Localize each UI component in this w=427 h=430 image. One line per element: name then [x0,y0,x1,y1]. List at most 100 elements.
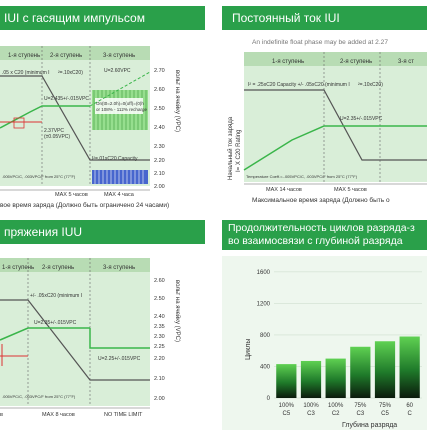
tl-pulse-note: On(t0=2.0h)=0(off)=(0)h [96,101,144,106]
tr-stage-1: 1-я ступень [272,59,304,65]
panel-iui-pulse: IUI с гасящим импульсом 1-я ступень 2-я … [0,0,210,215]
tl-footer: вое время заряда (Должно быть ограничено… [0,201,169,209]
panel-cycle-life-title-2: во взаимосвязи с глубиной разряда [228,235,403,247]
x-tick-sublabel: C [407,411,412,417]
tr-footer: Максимальное время заряда (Должно быть о [252,196,390,204]
x-tick-label: 100% [279,403,295,409]
bar-3 [350,346,371,398]
tl-ytick: 2.20 [154,158,165,164]
tr-voltage-note: U=2.35+/-.015VPC [340,116,383,122]
x-tick-sublabel: C3 [356,411,364,417]
bl-stage-2: 2-я ступень [42,265,74,271]
bar-4 [374,341,396,398]
x-tick-label: 75% [354,403,367,409]
iui-constant-chart: An indefinite float phase may be added a… [227,39,427,204]
tl-voltage-note-2: 2.37VPC [44,128,64,134]
iuu-chart: 1-я ступень 2-я ступень 3-я ступень +/- … [0,258,181,418]
tr-x-label-2: MAX 5 часов [334,187,367,193]
x-tick-label: 60 [406,403,413,409]
panel-iui-pulse-title: IUI с гасящим импульсом [4,11,145,25]
bar-5 [399,336,420,398]
bar-1 [300,360,322,398]
tl-stage-3: 3-я ступень [103,53,135,59]
tl-ytick: 2.50 [154,106,165,112]
panel-iuu-title: пряжения IUU [4,225,83,239]
bl-ytick: 2.25 [154,344,165,350]
cycle-life-chart: 0 400 800 1200 1600 100% C5 100% C3 100% C2 75% C3 75… [222,256,427,430]
tl-x-label-1: MAX 5 часов [55,192,88,198]
tl-ytick: 2.70 [154,68,165,74]
tl-final-current: I²=.01xC20 Capacity [92,156,138,162]
panel-iui-constant: Постоянный ток IUI An indefinite float p… [222,0,427,215]
bl-ytick: 2.35 [154,324,165,330]
bl-stage-1: 1-я ступень [2,265,34,271]
tr-temp-coeff: Temperature Coeff.=-.005VPC/C, .003VPC/F… [246,174,358,179]
panel-iui-pulse-header: IUI с гасящим импульсом [0,6,205,30]
bar-2 [325,358,346,398]
panel-cycle-life-header: Продолжительность циклов разряда-з во вз… [222,220,427,250]
tr-stage-3: 3-я ст [398,59,414,65]
panel-cycle-life: Продолжительность циклов разряда-з во вз… [222,220,427,430]
panel-iui-constant-header: Постоянный ток IUI [222,6,427,30]
tr-left-axis-1: Начальный ток заряда [227,116,234,180]
y-tick-label: 400 [260,364,271,370]
x-tick-sublabel: C5 [282,411,290,417]
panel-iui-constant-title: Постоянный ток IUI [232,11,340,25]
y-tick-label: 0 [267,396,271,402]
tr-current-note: I² = .25xC20 Capacity +/- .05xC20 (minim… [248,82,350,88]
iui-pulse-chart: 1-я ступень 2-я ступень 3-я ступень On(t… [0,46,181,209]
cycle-life-y-axis-label: Циклы [245,339,252,360]
tl-x-label-2: MAX 4 часа [104,192,135,198]
x-tick-sublabel: C3 [307,411,315,417]
tl-ytick: 2.40 [154,125,165,131]
bar-0 [276,364,297,398]
tl-ytick: 2.30 [154,144,165,150]
tl-stage-1: 1-я ступень [8,53,40,59]
tl-voltage-note-3: (±0.05VPC) [44,134,70,140]
tr-stage-2: 2-я ступень [340,59,372,65]
tr-left-axis-2: I= X C20 Rating [236,129,242,172]
panel-iuu: пряжения IUU 1-я ступень 2-я ступень 3-я… [0,220,210,430]
tl-ytick: 2.60 [154,87,165,93]
tl-current-note: .05 x C20 (minimum I [2,70,50,76]
tl-stage-2: 2-я ступень [50,53,82,59]
bl-x-label-1: MAX 8 часов [42,412,75,418]
bl-float-note: U=2.25+/-.015VPC [98,356,141,362]
panel-cycle-life-title-1: Продолжительность циклов разряда-з [228,222,415,234]
tl-top-voltage: U=2.60VPC [104,68,131,74]
y-tick-label: 800 [260,333,271,339]
tl-temp-coeff: .005VPC/C, .003VPC/F from 25°C (77°F) [2,174,76,179]
tl-pulse-note-2: or 108% - 112% recharge [96,107,147,112]
tl-ytick: 2.00 [154,184,165,190]
x-tick-label: 100% [303,403,319,409]
bl-ytick: 2.10 [154,376,165,382]
bl-ytick: 2.00 [154,396,165,402]
tr-subtitle: An indefinite float phase may be added a… [252,39,388,46]
bl-right-axis-label: вольт на ячейку (VPC) [174,280,181,342]
tl-ytick: 2.10 [154,171,165,177]
bl-ytick: 2.50 [154,296,165,302]
y-tick-label: 1600 [257,270,271,276]
bl-ytick: 2.20 [154,356,165,362]
x-tick-sublabel: C2 [332,411,340,417]
x-tick-label: 100% [328,403,344,409]
bl-footer-left: в [0,412,3,418]
x-tick-sublabel: C5 [381,411,389,417]
bl-temp-coeff: .005VPC/C, .003VPC/F from 25°C (77°F) [2,394,76,399]
bl-voltage-note: U=2.35+/-.015VPC [34,320,77,326]
tr-current-note-2: ²=.10xC20) [358,82,383,88]
bl-ytick: 2.60 [154,278,165,284]
bl-stage-3: 3-я ступень [103,265,135,271]
bl-current-note: +/- .05xC20 (minimum I [30,293,82,299]
cycle-life-x-axis-label: Глубина разряда [342,421,397,429]
bl-ytick: 2.40 [154,314,165,320]
tl-voltage-note: U=2.435+/-.015VPC [44,96,89,102]
tl-current-note-2: ²=.10xC20) [58,70,83,76]
tr-x-label-1: MAX 14 часов [266,187,302,193]
bl-ytick: 2.30 [154,334,165,340]
tl-right-axis-label: вольт на ячейку (VPC) [174,70,181,132]
panel-iuu-header: пряжения IUU [0,220,205,244]
y-tick-label: 1200 [257,301,271,307]
bl-x-label-2: NO TIME LIMIT [104,412,143,418]
